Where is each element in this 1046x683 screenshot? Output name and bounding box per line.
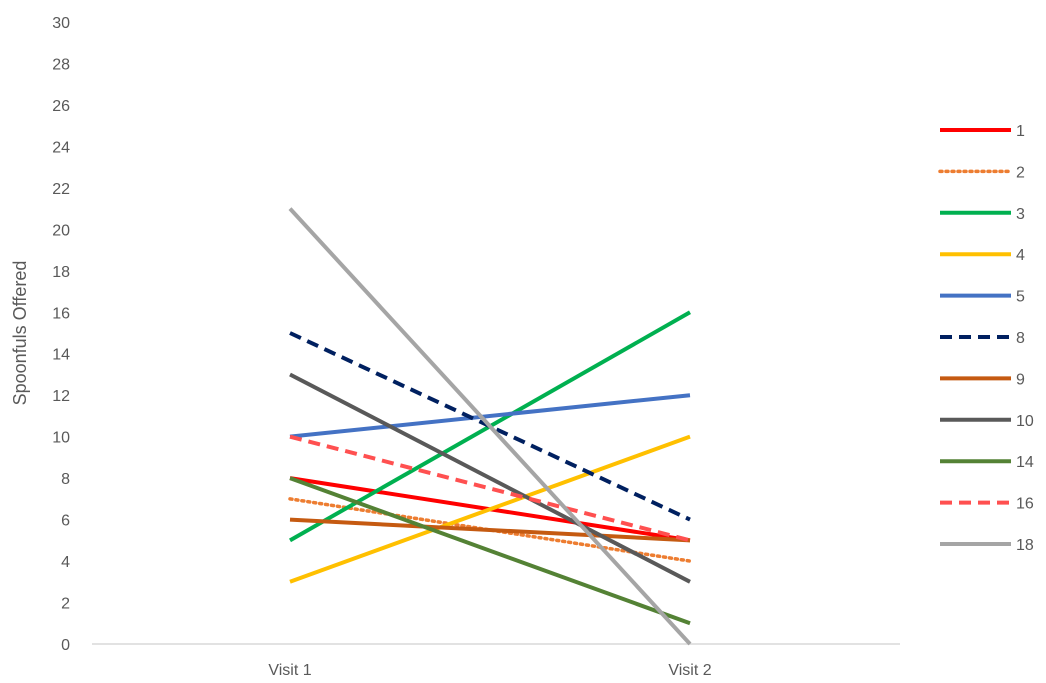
legend-label: 5 (1016, 289, 1025, 306)
legend-label: 14 (1016, 454, 1034, 471)
y-tick-label: 20 (52, 222, 70, 239)
y-tick-label: 0 (61, 637, 70, 654)
legend-item-3: 3 (940, 206, 1025, 223)
series-line-10 (289, 372, 691, 584)
series-line-14 (289, 476, 691, 626)
y-tick-label: 30 (52, 15, 70, 32)
legend-label: 1 (1016, 123, 1025, 140)
y-tick-label: 6 (61, 513, 70, 530)
series-line-16 (289, 434, 691, 543)
y-tick-label: 16 (52, 305, 70, 322)
legend-item-14: 14 (940, 454, 1034, 471)
y-tick-label: 10 (52, 430, 70, 447)
series-line-18 (288, 207, 692, 646)
legend-item-10: 10 (940, 413, 1034, 430)
y-tick-label: 24 (52, 139, 70, 156)
legend: 1 2 3 4 5 8 9 10 14 16 18 (938, 123, 1034, 554)
y-tick-label: 4 (61, 554, 70, 571)
y-tick-label: 14 (52, 347, 70, 364)
legend-item-9: 9 (940, 371, 1025, 388)
legend-label: 4 (1016, 247, 1025, 264)
legend-item-8: 8 (940, 330, 1025, 347)
series-line-5 (289, 393, 691, 439)
legend-label: 9 (1016, 371, 1025, 388)
y-tick-label: 22 (52, 181, 70, 198)
legend-item-1: 1 (940, 123, 1025, 140)
legend-label: 2 (1016, 164, 1025, 181)
series-line-9 (289, 517, 691, 543)
y-tick-label: 12 (52, 388, 70, 405)
series-lines (288, 207, 692, 646)
series-line-4 (289, 434, 691, 584)
y-tick-label: 8 (61, 471, 70, 488)
y-axis-label: Spoonfuls Offered (10, 261, 30, 406)
y-tick-label: 18 (52, 264, 70, 281)
legend-label: 10 (1016, 413, 1034, 430)
y-tick-label: 28 (52, 56, 70, 73)
legend-label: 16 (1016, 496, 1034, 513)
legend-item-2: 2 (938, 164, 1025, 181)
legend-item-4: 4 (940, 247, 1025, 264)
legend-label: 18 (1016, 537, 1034, 554)
x-tick-label: Visit 1 (268, 662, 311, 679)
legend-item-5: 5 (940, 289, 1025, 306)
y-tick-label: 2 (61, 596, 70, 613)
legend-label: 3 (1016, 206, 1025, 223)
legend-label: 8 (1016, 330, 1025, 347)
y-tick-label: 26 (52, 98, 70, 115)
legend-item-16: 16 (940, 496, 1034, 513)
x-axis-ticks: Visit 1 Visit 2 (268, 662, 711, 679)
x-tick-label: Visit 2 (668, 662, 711, 679)
legend-item-18: 18 (940, 537, 1034, 554)
